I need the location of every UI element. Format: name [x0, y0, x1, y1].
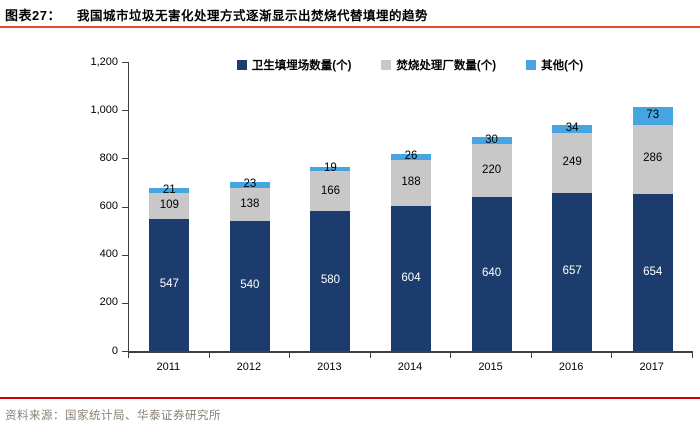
bar-value-label: 286: [643, 152, 663, 165]
bar-segment-incineration: 109: [149, 193, 190, 220]
bar-segment-other: 26: [391, 150, 431, 163]
x-axis-tick: [692, 353, 693, 358]
bar-value-label: 188: [401, 176, 421, 189]
bar-segment-incineration: 249: [552, 132, 593, 193]
bar-value-label: 73: [646, 109, 660, 122]
bar-segment-landfill: 640: [471, 196, 512, 351]
bar-segment-landfill: 547: [149, 219, 190, 351]
bar-value-label: 540: [240, 279, 260, 292]
x-axis-tick: [450, 353, 452, 358]
x-axis-category-label: 2015: [478, 361, 503, 373]
x-axis-tick: [208, 353, 210, 358]
stacked-bar: 640 220 30: [471, 62, 512, 351]
bar-segment-other: 73: [632, 107, 673, 125]
legend-item: 焚烧处理厂数量(个): [381, 57, 496, 73]
x-axis-category-label: 2016: [558, 361, 584, 373]
y-axis-tick-label: 600: [99, 200, 118, 212]
y-axis-tick: [122, 206, 128, 208]
bar-value-label: 580: [320, 274, 341, 287]
stacked-bar: 547 109 21: [149, 62, 190, 351]
x-axis-tick: [611, 353, 613, 358]
bar-value-label: 657: [562, 265, 582, 278]
bar-value-label: 109: [159, 199, 179, 212]
bar-value-label: 30: [485, 133, 498, 146]
bar-segment-other: 23: [229, 178, 270, 191]
x-axis-tick: [530, 353, 532, 358]
bar-segment-other: 21: [149, 184, 190, 195]
bar-value-label: 547: [159, 278, 179, 291]
bar-segment-incineration: 188: [391, 160, 431, 206]
bar-segment-landfill: 657: [552, 192, 593, 351]
bar-segment-landfill: 654: [632, 193, 673, 351]
legend-swatch-icon: [381, 60, 392, 70]
bar-segment-incineration: 166: [310, 171, 351, 212]
x-axis-category-label: 2014: [397, 361, 423, 373]
bar-segment-landfill: 540: [229, 220, 270, 351]
figure-number-label: 图表27：: [5, 8, 61, 23]
x-axis-tick: [128, 353, 129, 358]
y-axis-tick: [122, 110, 128, 112]
bar-value-label: 21: [162, 183, 176, 196]
legend-item: 卫生填埋场数量(个): [236, 57, 352, 73]
legend-item: 其他(个): [526, 57, 583, 73]
bar-value-label: 220: [481, 163, 502, 176]
bottom-divider-rule: [0, 397, 700, 399]
bar-segment-incineration: 138: [229, 187, 270, 221]
y-axis-tick: [122, 254, 128, 256]
bar-value-label: 138: [240, 197, 260, 210]
y-axis-tick-label: 1,000: [90, 103, 118, 116]
title-divider-rule: [0, 26, 700, 28]
x-axis-category-label: 2013: [317, 361, 342, 373]
x-axis-category-label: 2017: [639, 361, 664, 373]
figure-title: 我国城市垃圾无害化处理方式逐渐显示出焚烧代替填埋的趋势: [76, 9, 428, 23]
bar-value-label: 19: [324, 162, 337, 175]
y-axis-tick: [122, 351, 128, 352]
bar-value-label: 249: [562, 156, 582, 169]
bar-segment-other: 19: [310, 163, 351, 174]
stacked-bar: 580 166 19: [310, 62, 351, 351]
plot-area: 547 109 21 540 138 23 580 166 19 604 188 26 640 220 30…: [128, 62, 693, 353]
bar-value-label: 26: [404, 150, 418, 163]
x-axis-category-label: 2011: [156, 361, 181, 373]
x-axis-category-label: 2012: [236, 361, 262, 373]
bar-segment-landfill: 580: [310, 211, 351, 351]
stacked-bar: 604 188 26: [391, 62, 431, 351]
bar-segment-incineration: 220: [471, 143, 512, 197]
bar-value-label: 23: [243, 178, 257, 191]
y-axis-tick: [122, 158, 128, 160]
y-axis-tick-label: 200: [99, 296, 118, 309]
bar-value-label: 604: [401, 271, 421, 284]
y-axis-tick-label: 400: [99, 248, 118, 261]
y-axis-tick-label: 1,200: [90, 55, 118, 68]
bar-value-label: 640: [481, 267, 502, 280]
bar-segment-other: 34: [552, 121, 593, 134]
legend-swatch-icon: [236, 60, 247, 70]
bar-segment-other: 30: [471, 133, 512, 146]
stacked-bar: 654 286 73: [632, 62, 673, 351]
stacked-bar: 540 138 23: [229, 62, 270, 351]
stacked-bar: 657 249 34: [552, 62, 593, 351]
y-axis-tick-label: 0: [111, 344, 118, 357]
bar-segment-landfill: 604: [391, 205, 431, 351]
figure-header: 图表27： 我国城市垃圾无害化处理方式逐渐显示出焚烧代替填埋的趋势: [5, 5, 695, 24]
bar-value-label: 654: [643, 265, 663, 278]
legend-label: 焚烧处理厂数量(个): [396, 60, 497, 72]
x-axis-tick: [289, 353, 291, 358]
y-axis-tick: [122, 62, 128, 63]
bar-value-label: 34: [565, 121, 579, 134]
bar-value-label: 166: [320, 184, 341, 197]
legend-label: 卫生填埋场数量(个): [251, 60, 352, 72]
legend-label: 其他(个): [541, 60, 584, 72]
source-note: 资料来源：国家统计局、华泰证券研究所: [5, 410, 221, 422]
y-axis-tick-label: 800: [99, 151, 118, 164]
chart-legend: 卫生填埋场数量(个) 焚烧处理厂数量(个) 其他(个): [128, 57, 692, 73]
legend-swatch-icon: [526, 60, 537, 70]
bar-segment-incineration: 286: [632, 124, 673, 194]
x-axis-tick: [369, 353, 371, 358]
y-axis-tick: [122, 302, 128, 304]
